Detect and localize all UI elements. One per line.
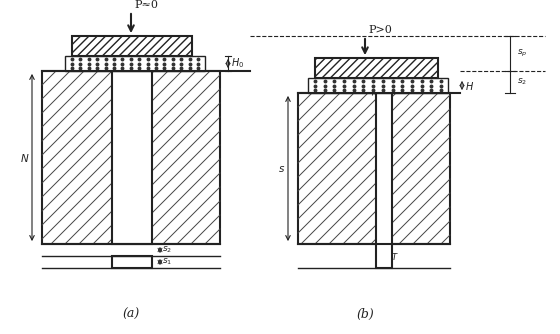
Bar [42, 71, 220, 244]
Bar [112, 256, 152, 268]
Text: $\Delta H$: $\Delta H$ [359, 85, 373, 96]
Bar [315, 58, 438, 78]
Text: $s_2$: $s_2$ [517, 77, 527, 87]
Text: (b): (b) [356, 308, 374, 321]
Bar [112, 71, 152, 244]
Text: $\Delta T$: $\Delta T$ [386, 250, 399, 262]
Text: $s_p$: $s_p$ [517, 48, 528, 59]
Bar [308, 78, 448, 93]
Text: (a): (a) [123, 308, 139, 321]
Text: $H$: $H$ [465, 79, 474, 92]
Text: $s$: $s$ [278, 164, 285, 173]
Text: $H_0$: $H_0$ [231, 56, 244, 70]
Text: P≈0: P≈0 [134, 0, 158, 10]
Bar [65, 56, 205, 71]
Bar [298, 93, 450, 244]
Text: $s_2$: $s_2$ [162, 245, 172, 255]
Text: P>0: P>0 [368, 25, 392, 35]
Text: $N$: $N$ [20, 152, 29, 164]
Bar [72, 36, 192, 56]
Bar [376, 88, 392, 268]
Text: $s_1$: $s_1$ [162, 257, 172, 267]
